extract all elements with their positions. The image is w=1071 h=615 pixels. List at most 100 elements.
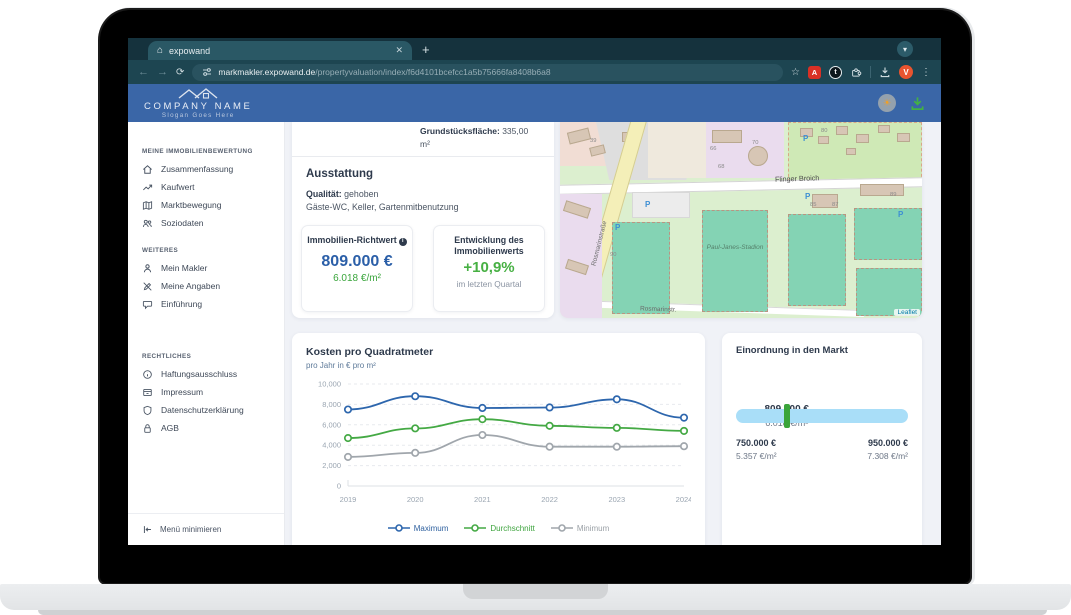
menu-kebab-icon[interactable]: ⋮ <box>921 66 931 78</box>
sidebar-item-haftungsausschluss[interactable]: Haftungsausschluss <box>128 365 284 383</box>
browser-tabstrip: ⌂ expowand ✕ + ▾ <box>128 38 941 60</box>
pdf-extension-icon[interactable]: A <box>808 65 821 79</box>
map-stadium-pitch <box>702 210 768 312</box>
sidebar-item-einfuehrung[interactable]: Einführung <box>128 295 284 313</box>
map-building-round <box>748 146 768 166</box>
home-favicon-icon: ⌂ <box>157 44 164 56</box>
entwicklung-value: +10,9% <box>463 259 515 277</box>
tab-search-button[interactable]: ▾ <box>897 41 913 57</box>
url-path: /propertyvaluation/index/f6d4101bcefcc1a… <box>315 67 551 77</box>
download-report-icon[interactable] <box>910 96 925 111</box>
chat-icon <box>142 300 153 309</box>
url-text[interactable]: markmakler.expowand.de/propertyvaluation… <box>218 67 550 77</box>
features-title: Ausstattung <box>306 168 374 181</box>
forward-button[interactable]: → <box>157 66 168 78</box>
map-building <box>712 130 742 143</box>
map-icon <box>142 200 153 210</box>
map-pitch <box>854 208 922 260</box>
svg-text:0: 0 <box>337 482 341 491</box>
quality-value: gehoben <box>344 189 379 200</box>
map-building <box>860 184 904 196</box>
tab-close-icon[interactable]: ✕ <box>395 45 403 55</box>
range-max-per-sqm: 7.308 €/m² <box>867 451 908 461</box>
collapse-menu-button[interactable]: Menü minimieren <box>128 513 284 545</box>
svg-text:2023: 2023 <box>608 495 625 504</box>
plot-area-value: 335,00 m² <box>420 126 529 150</box>
trending-up-icon <box>143 184 153 190</box>
range-min-block: 750.000 € 5.357 €/m² <box>736 438 777 461</box>
browser-window: ⌂ expowand ✕ + ▾ ← → ⟳ markmakler.expowa… <box>128 38 941 545</box>
svg-text:2,000: 2,000 <box>322 461 341 470</box>
company-slogan: Slogan Goes Here <box>161 112 235 119</box>
person-icon <box>143 263 152 272</box>
leaflet-attribution-link[interactable]: Leaflet <box>894 309 920 316</box>
reload-button[interactable]: ⟳ <box>176 66 185 78</box>
company-logo[interactable]: COMPANY NAME Slogan Goes Here <box>144 87 252 119</box>
laptop-base-notch <box>463 584 608 599</box>
house-number: 70 <box>752 140 759 146</box>
sidebar-item-mein-makler[interactable]: Mein Makler <box>128 259 284 277</box>
people-icon <box>142 219 152 227</box>
legend-item[interactable]: Maximum <box>387 523 448 533</box>
chart-title: Kosten pro Quadratmeter <box>306 346 434 358</box>
plot-area-label: Grundstücksfläche: <box>420 126 500 136</box>
svg-text:2019: 2019 <box>340 495 357 504</box>
sidebar-item-impressum[interactable]: Impressum <box>128 383 284 401</box>
info-tooltip-icon[interactable]: i <box>398 237 407 246</box>
url-bar[interactable]: markmakler.expowand.de/propertyvaluation… <box>192 63 784 81</box>
downloads-icon[interactable] <box>879 66 891 78</box>
site-settings-icon[interactable] <box>202 67 212 77</box>
bookmark-star-icon[interactable]: ☆ <box>791 66 800 78</box>
entwicklung-caption: im letzten Quartal <box>456 279 522 290</box>
sidebar-item-kaufwert[interactable]: Kaufwert <box>128 178 284 196</box>
legend-item[interactable]: Durchschnitt <box>464 523 535 533</box>
features-list: Gäste-WC, Keller, Gartenmitbenutzung <box>306 202 459 213</box>
parking-icon: P <box>803 134 809 143</box>
map-building <box>897 133 910 142</box>
theme-toggle-sun-icon[interactable]: ☀ <box>878 94 896 112</box>
house-number: 66 <box>710 146 717 152</box>
sidebar-item-zusammenfassung[interactable]: Zusammenfassung <box>128 160 284 178</box>
quality-label: Qualität: <box>306 189 342 200</box>
new-tab-button[interactable]: + <box>422 42 430 57</box>
map-building <box>800 128 813 137</box>
legend-item[interactable]: Minimum <box>550 523 609 533</box>
parking-icon: P <box>805 192 811 201</box>
entwicklung-card: Entwicklung des Immobilienwerts +10,9% i… <box>433 225 545 313</box>
range-min-per-sqm: 5.357 €/m² <box>736 451 777 461</box>
map-building <box>856 134 869 143</box>
richtwert-value: 809.000 € <box>321 253 393 271</box>
laptop-screen: ⌂ expowand ✕ + ▾ ← → ⟳ markmakler.expowa… <box>100 10 970 583</box>
house-number: 68 <box>718 164 725 170</box>
plot-area-line: Grundstücksfläche: 335,00 m² <box>420 125 540 151</box>
leaflet-map[interactable]: Paul-Janes-Stadion Flinger Broich Rosmar… <box>560 122 922 318</box>
market-position-card: Einordnung in den Markt 809.000 € 6.018 … <box>722 333 922 545</box>
extensions-puzzle-icon[interactable] <box>850 66 862 78</box>
extension-badge-icon[interactable]: t <box>829 65 842 79</box>
entwicklung-title: Entwicklung des Immobilienwerts <box>454 235 524 257</box>
sidebar-item-meine-angaben[interactable]: Meine Angaben <box>128 277 284 295</box>
range-bar-track <box>736 409 908 423</box>
richtwert-per-sqm: 6.018 €/m² <box>333 273 381 285</box>
browser-tab[interactable]: ⌂ expowand ✕ <box>148 41 412 60</box>
richtwert-title: Immobilien-Richtwert <box>307 235 397 246</box>
sidebar-section-rechtliches: RECHTLICHES <box>142 353 192 360</box>
sidebar-item-datenschutz[interactable]: Datenschutzerklärung <box>128 401 284 419</box>
roofline-logo-icon <box>178 88 218 99</box>
main-content: Grundstücksfläche: 335,00 m² Ausstattung… <box>285 122 941 545</box>
laptop-base-lip <box>38 610 1047 615</box>
sidebar-item-marktbewegung[interactable]: Marktbewegung <box>128 196 284 214</box>
map-beige-area <box>648 122 706 178</box>
profile-avatar[interactable]: V <box>899 65 913 79</box>
property-summary-card: Grundstücksfläche: 335,00 m² Ausstattung… <box>292 122 554 318</box>
legend-marker-icon <box>550 524 573 532</box>
street-label-bottom: Rosmarinstr. <box>639 305 677 314</box>
back-button[interactable]: ← <box>138 66 149 78</box>
svg-text:4,000: 4,000 <box>322 441 341 450</box>
range-max-value: 950.000 € <box>867 438 908 448</box>
home-icon <box>143 164 152 174</box>
map-card: Paul-Janes-Stadion Flinger Broich Rosmar… <box>560 122 922 318</box>
sidebar-item-agb[interactable]: AGB <box>128 419 284 437</box>
house-number: 80 <box>821 128 828 134</box>
sidebar-item-soziodaten[interactable]: Soziodaten <box>128 214 284 232</box>
